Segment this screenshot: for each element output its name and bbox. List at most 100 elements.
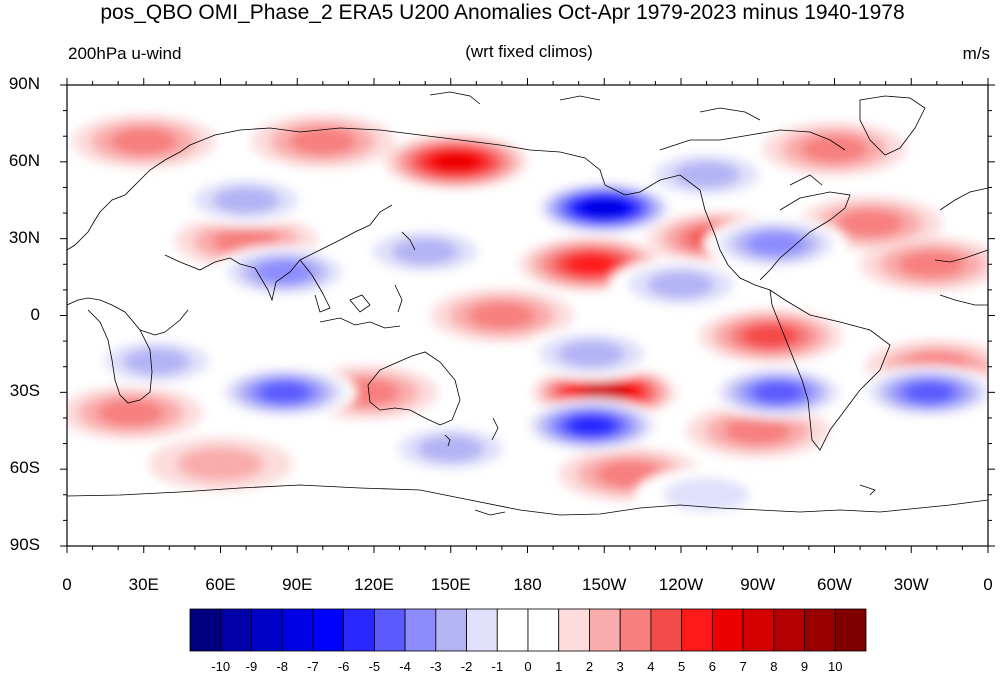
anomaly-center xyxy=(609,257,753,312)
variable-label: 200hPa u-wind xyxy=(68,44,182,63)
anomaly-contour xyxy=(583,198,626,218)
lat-tick-label: 90S xyxy=(9,535,40,554)
colorbar-label: -9 xyxy=(245,659,258,674)
lon-tick-label: 30W xyxy=(893,575,929,594)
lat-tick-label: 30S xyxy=(9,381,40,401)
colorbar-swatch xyxy=(189,608,222,652)
lat-tick-label: 0 xyxy=(30,304,40,324)
colorbar-label: -3 xyxy=(430,659,442,674)
lat-tick-label: 30N xyxy=(8,227,40,247)
anomaly-center xyxy=(71,114,216,169)
colorbar-swatch xyxy=(281,608,314,652)
anomaly-center xyxy=(378,421,523,476)
anomaly-center xyxy=(532,180,677,235)
anomaly-contour xyxy=(742,323,800,348)
colorbar-label: 1 xyxy=(555,659,563,674)
lon-tick-label: 60E xyxy=(205,575,236,594)
anomaly-center xyxy=(212,365,357,420)
colorbar-label: 3 xyxy=(616,659,624,674)
anomaly-center xyxy=(519,398,664,453)
anomaly-contour xyxy=(258,381,311,404)
anomaly-contour xyxy=(647,271,715,299)
anomaly-contour xyxy=(110,127,178,156)
anomaly-contour xyxy=(391,237,459,266)
colorbar-label: 7 xyxy=(739,659,747,674)
colorbar-label: 2 xyxy=(585,659,594,674)
subtitle: (wrt fixed climos) xyxy=(465,42,593,61)
lat-tick-label: 60N xyxy=(8,150,40,170)
anomaly-center xyxy=(859,237,988,292)
anomaly-contour xyxy=(747,231,805,256)
colorbar-label: 9 xyxy=(800,659,809,674)
anomaly-center xyxy=(698,308,843,363)
anomaly-contour xyxy=(212,186,280,214)
anomaly-center xyxy=(148,437,293,492)
colorbar xyxy=(189,608,867,652)
lon-tick-label: 0 xyxy=(983,575,993,594)
lon-tick-label: 150E xyxy=(430,575,471,594)
anomaly-center xyxy=(706,365,851,420)
anomaly-contour xyxy=(836,209,904,237)
colorbar-label: 10 xyxy=(828,659,843,674)
colorbar-swatch xyxy=(373,608,406,652)
colorbar-label: 0 xyxy=(524,659,532,674)
anomaly-center xyxy=(519,326,664,381)
lon-tick-label: 120W xyxy=(658,575,704,594)
colorbar-label: 6 xyxy=(708,659,716,674)
anomaly-center xyxy=(383,134,528,189)
anomaly-center xyxy=(634,147,779,202)
anomaly-contour xyxy=(432,151,480,173)
anomaly-contour xyxy=(663,477,750,512)
colorbar-swatch xyxy=(804,608,836,652)
colorbar-label: -4 xyxy=(399,659,411,674)
colorbar-swatch xyxy=(435,608,467,652)
lon-tick-label: 30E xyxy=(128,575,159,594)
colorbar-swatch xyxy=(742,608,775,652)
colorbar-swatch xyxy=(619,608,652,652)
colorbar-swatch xyxy=(681,608,713,652)
colorbar-label: -2 xyxy=(460,659,473,674)
colorbar-label: -10 xyxy=(211,659,231,674)
colorbar-label: -5 xyxy=(368,659,381,674)
anomaly-center xyxy=(212,244,357,299)
map-panel xyxy=(67,85,988,546)
anomaly-center xyxy=(250,114,395,169)
lon-tick-label: 150W xyxy=(582,575,627,594)
colorbar-swatch xyxy=(711,608,744,652)
lon-tick-label: 90W xyxy=(740,575,776,594)
colorbar-label: 4 xyxy=(647,659,655,674)
lon-tick-label: 90E xyxy=(282,575,313,594)
colorbar-swatch xyxy=(220,608,252,652)
colorbar-label: -1 xyxy=(491,659,504,674)
colorbar-swatch xyxy=(343,608,375,652)
colorbar-swatch xyxy=(773,608,805,652)
units-label: m/s xyxy=(962,44,990,63)
lon-tick-label: 120E xyxy=(354,575,394,594)
anomaly-contour xyxy=(801,135,868,163)
anomaly-contour xyxy=(898,250,966,278)
colorbar-label: 5 xyxy=(678,659,686,674)
lon-tick-label: 60W xyxy=(817,575,852,594)
anomaly-contour xyxy=(289,127,357,156)
lat-tick-label: 90N xyxy=(8,74,40,93)
colorbar-swatch xyxy=(558,608,590,652)
colorbar-swatch xyxy=(312,608,345,652)
colorbar-swatch xyxy=(466,608,498,652)
anomaly-center xyxy=(798,196,943,251)
anomaly-contour xyxy=(565,253,618,276)
anomaly-contour xyxy=(581,382,627,403)
colorbar-label: -6 xyxy=(337,659,350,674)
anomaly-center xyxy=(634,467,779,522)
coastlines xyxy=(67,91,988,516)
colorbar-swatch xyxy=(251,608,283,652)
anomaly-contour xyxy=(567,415,616,436)
colorbar-label: -7 xyxy=(307,659,319,674)
lon-tick-label: 0 xyxy=(62,575,72,594)
colorbar-swatch xyxy=(527,608,560,652)
lat-tick-label: 60S xyxy=(9,458,40,478)
map-title: pos_QBO OMI_Phase_2 ERA5 U200 Anomalies … xyxy=(100,1,905,24)
anomaly-contour xyxy=(673,160,740,189)
anomaly-center xyxy=(67,385,203,440)
anomaly-center xyxy=(762,122,907,177)
